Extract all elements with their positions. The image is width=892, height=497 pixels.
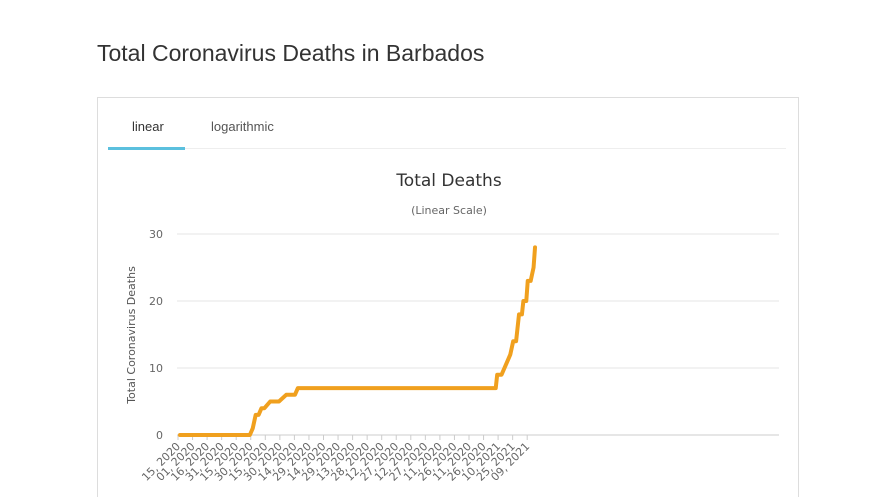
chart-panel: linear logarithmic Total Deaths (Linear … [97, 97, 799, 497]
chart-subtitle: (Linear Scale) [411, 204, 487, 217]
y-tick-label: 10 [149, 362, 163, 375]
y-tick-label: 30 [149, 228, 163, 241]
tab-logarithmic[interactable]: logarithmic [211, 119, 274, 134]
chart-svg: Total Deaths (Linear Scale) Total Corona… [125, 171, 779, 484]
chart-title: Total Deaths [395, 171, 502, 191]
scale-tabs: linear logarithmic [108, 112, 786, 150]
y-tick-label: 20 [149, 295, 163, 308]
y-tick-label: 0 [156, 429, 163, 442]
series-layer [178, 245, 538, 437]
tab-active-indicator [108, 147, 185, 150]
grid-lines [177, 233, 779, 436]
page-title: Total Coronavirus Deaths in Barbados [97, 40, 485, 66]
y-axis-label: Total Coronavirus Deaths [125, 266, 138, 405]
series-line [178, 245, 538, 437]
y-tick-labels: 0 10 20 30 [149, 228, 163, 442]
tab-linear[interactable]: linear [132, 119, 164, 134]
